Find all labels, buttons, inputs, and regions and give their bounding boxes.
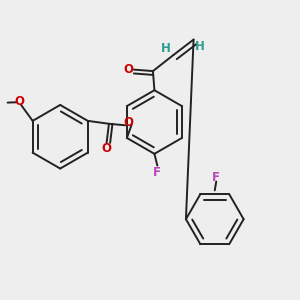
Text: O: O — [14, 94, 24, 108]
Text: O: O — [124, 62, 134, 76]
Text: O: O — [101, 142, 111, 155]
Text: H: H — [161, 42, 171, 55]
Text: O: O — [124, 116, 134, 129]
Text: H: H — [195, 40, 205, 52]
Text: F: F — [212, 171, 220, 184]
Text: F: F — [153, 166, 161, 178]
